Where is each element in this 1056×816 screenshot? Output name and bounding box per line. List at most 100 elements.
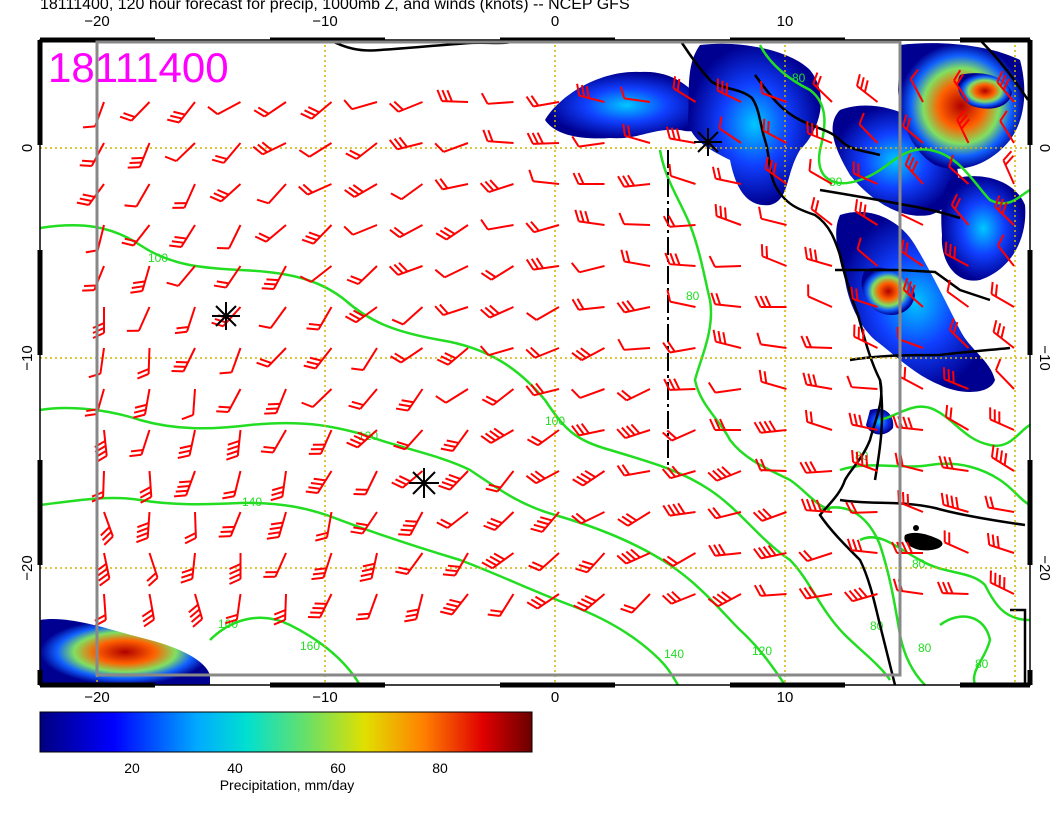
wind-barb xyxy=(169,224,196,249)
wind-barb xyxy=(798,586,833,600)
contour-label: 80 xyxy=(792,71,806,85)
colorbar-tick: 20 xyxy=(124,760,140,776)
y-tick-label: 0 xyxy=(1036,144,1053,152)
y-axis-right: 0 −10 −20 xyxy=(1036,144,1053,581)
wind-barb xyxy=(570,262,605,274)
wind-barb xyxy=(714,203,742,226)
wind-barb xyxy=(845,501,878,514)
wind-barb xyxy=(266,511,287,540)
wind-barb xyxy=(298,183,332,196)
wind-barb xyxy=(710,292,742,308)
contour-label: 160 xyxy=(300,639,320,653)
wind-barb xyxy=(174,306,196,335)
wind-barb xyxy=(256,183,287,205)
wind-barb xyxy=(273,593,287,626)
wind-barb xyxy=(218,511,242,538)
wind-barb xyxy=(137,347,151,380)
wind-barb xyxy=(571,135,605,148)
wind-barb xyxy=(616,300,651,314)
wind-barb xyxy=(754,295,787,308)
wind-barb xyxy=(756,332,787,349)
wind-barb xyxy=(848,412,878,431)
wind-barb xyxy=(662,341,696,354)
wind-barb xyxy=(984,495,1015,513)
wind-barb xyxy=(854,199,879,226)
wind-barb xyxy=(526,593,560,610)
wind-barb xyxy=(209,183,242,203)
wind-barb xyxy=(127,142,151,169)
wind-barb xyxy=(435,224,469,241)
wind-barb xyxy=(482,129,514,144)
wind-barb xyxy=(943,530,969,554)
wind-barb xyxy=(909,68,924,103)
low-center-marker xyxy=(694,128,722,156)
contour-label: 120 xyxy=(752,644,772,658)
y-tick-label: −20 xyxy=(19,555,36,580)
wind-barb xyxy=(343,99,378,111)
wind-barb xyxy=(388,262,423,276)
wind-barb xyxy=(253,101,287,118)
wind-barb xyxy=(525,220,560,234)
wind-barb xyxy=(526,132,560,145)
wind-barb xyxy=(207,101,241,116)
wind-barb xyxy=(438,470,469,491)
wind-barb xyxy=(480,304,514,319)
wind-barb xyxy=(708,255,742,268)
wind-barb xyxy=(436,347,469,366)
wind-barb xyxy=(902,277,924,308)
wind-barb xyxy=(525,257,560,271)
wind-barb xyxy=(754,458,787,472)
wind-barb xyxy=(571,347,605,362)
wind-barb xyxy=(997,234,1015,267)
contour-label: 80 xyxy=(912,557,926,571)
wind-barb xyxy=(350,511,378,535)
wind-barb xyxy=(480,427,514,444)
wind-barb xyxy=(576,83,605,103)
wind-barb xyxy=(308,429,333,455)
wind-barb xyxy=(619,86,651,103)
wind-barb xyxy=(440,593,469,616)
wind-barb xyxy=(213,265,242,289)
wind-barb xyxy=(353,470,378,496)
map-title: 18111400, 120 hour forecast for precip, … xyxy=(40,0,630,13)
wind-barb xyxy=(388,136,423,151)
wind-barb xyxy=(948,318,970,349)
wind-barb xyxy=(355,593,378,621)
wind-barb xyxy=(956,109,970,144)
wind-barb xyxy=(661,465,696,480)
wind-barb xyxy=(672,76,697,103)
wind-barb xyxy=(753,544,787,560)
wind-barb xyxy=(902,114,924,144)
height-contours xyxy=(39,44,1031,686)
wind-barb xyxy=(896,326,924,349)
wind-barb xyxy=(616,464,651,477)
wind-barb xyxy=(802,372,833,390)
wind-barb xyxy=(574,209,605,226)
wind-barb xyxy=(121,224,151,247)
wind-barb xyxy=(528,169,560,185)
wind-barb xyxy=(528,552,560,572)
wind-barb xyxy=(479,179,514,193)
wind-barb xyxy=(258,306,287,330)
coastlines xyxy=(329,38,1030,686)
wind-barb xyxy=(390,347,424,364)
wind-barb xyxy=(573,593,606,612)
wind-barb xyxy=(617,338,651,351)
wind-barb xyxy=(810,197,833,226)
wind-barb xyxy=(572,172,605,185)
wind-barb xyxy=(853,324,878,349)
wind-barb xyxy=(391,306,424,326)
wind-barb xyxy=(299,265,333,283)
wind-barb xyxy=(256,347,287,368)
wind-barb xyxy=(944,241,969,267)
contour-label: 140 xyxy=(242,495,262,509)
wind-barb xyxy=(858,112,879,144)
wind-barb xyxy=(990,445,1015,472)
wind-barb xyxy=(994,195,1015,226)
wind-barb xyxy=(940,492,969,513)
wind-barb xyxy=(211,142,242,164)
wind-barb xyxy=(393,429,424,451)
wind-barb xyxy=(716,78,742,103)
wind-barb xyxy=(843,587,878,603)
wind-barb xyxy=(904,153,924,185)
